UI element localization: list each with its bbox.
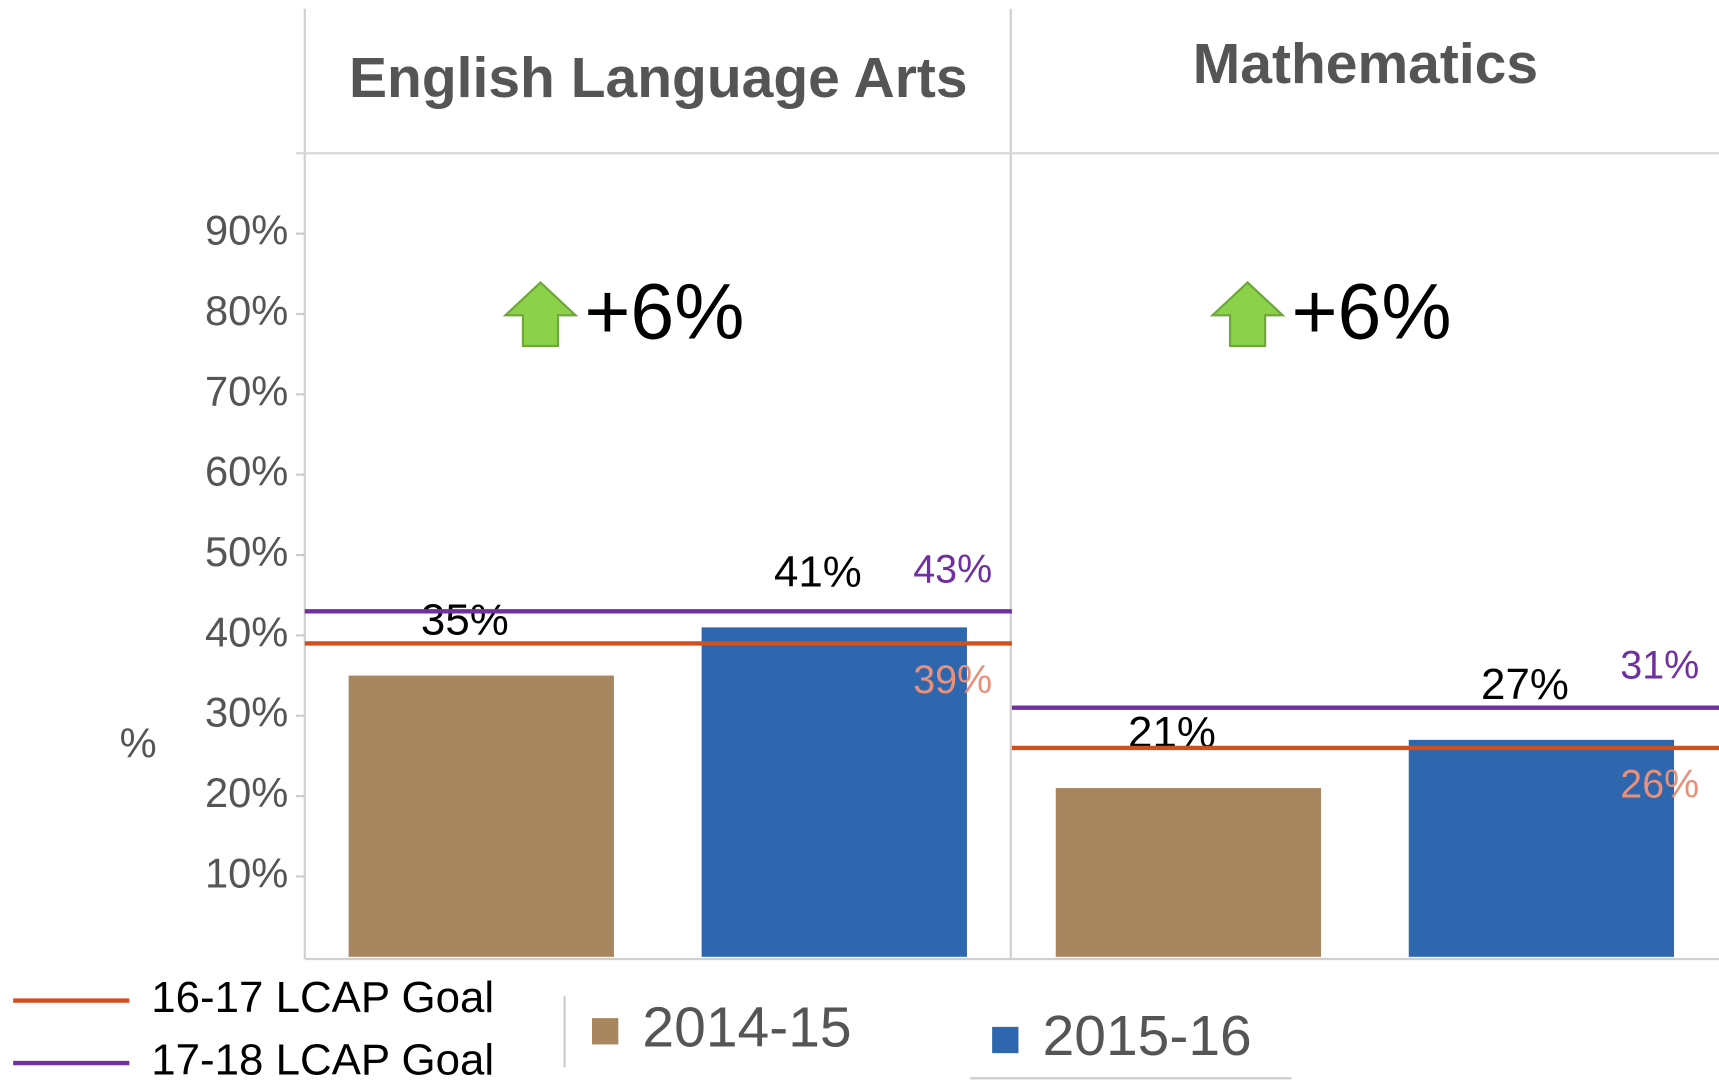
y-tick-label: 80% (205, 287, 288, 334)
goal-label: 26% (1620, 763, 1699, 807)
y-tick-label: 40% (205, 608, 288, 655)
value-label: 41% (774, 547, 862, 596)
y-tick-label: 60% (205, 448, 288, 495)
legend-swatch (592, 1018, 619, 1045)
legend-label: 16-17 LCAP Goal (151, 973, 494, 1022)
up-arrow (1209, 280, 1286, 348)
value-label: 35% (421, 596, 509, 645)
bar (1055, 788, 1322, 957)
bar (348, 675, 614, 957)
panel-title: Mathematics (1193, 32, 1538, 96)
panel-title: English Language Arts (349, 46, 968, 110)
y-tick-label: 50% (205, 528, 288, 575)
annotation: +6% (1291, 267, 1451, 355)
legend-label: 2014-15 (642, 995, 851, 1059)
legend-swatch (992, 1026, 1019, 1054)
goal-label: 31% (1620, 644, 1699, 688)
y-tick-label: 30% (205, 689, 288, 736)
goal-label: 39% (913, 658, 992, 702)
y-tick-label: 10% (205, 849, 288, 896)
up-arrow (502, 280, 579, 348)
y-tick-label: 70% (205, 367, 288, 414)
goal-label: 43% (913, 547, 992, 591)
legend-label: 17-18 LCAP Goal (151, 1036, 494, 1085)
y-tick-label: 90% (205, 207, 288, 254)
y-tick-label: 20% (205, 769, 288, 816)
legend-label: 2015-16 (1043, 1004, 1252, 1068)
annotation: +6% (584, 267, 744, 355)
y-axis-label: % (120, 720, 157, 767)
bar (1408, 739, 1675, 957)
bar (701, 627, 967, 957)
value-label: 27% (1481, 660, 1569, 709)
